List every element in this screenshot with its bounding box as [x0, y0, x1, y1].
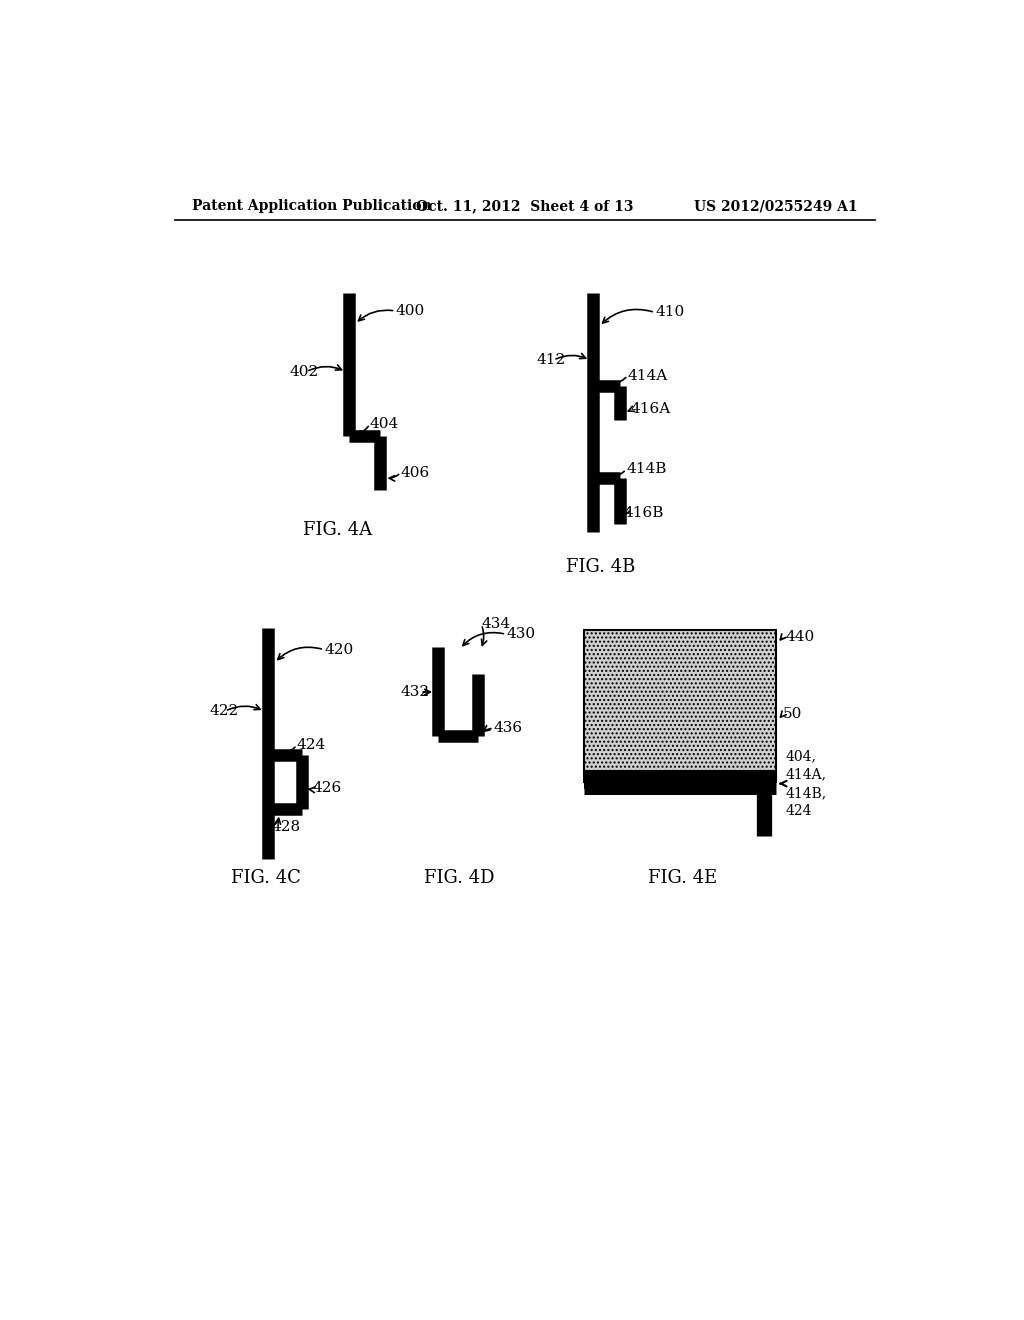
Bar: [584, 630, 776, 781]
Text: FIG. 4C: FIG. 4C: [231, 870, 301, 887]
Text: FIG. 4D: FIG. 4D: [424, 870, 495, 887]
Text: 50: 50: [783, 708, 802, 721]
Text: 434: 434: [481, 618, 511, 631]
Text: Patent Application Publication: Patent Application Publication: [191, 199, 431, 213]
Text: 430: 430: [506, 627, 536, 642]
Text: FIG. 4B: FIG. 4B: [566, 557, 636, 576]
Bar: [584, 775, 776, 789]
Text: 406: 406: [400, 466, 430, 479]
Text: 412: 412: [537, 354, 565, 367]
Text: 404: 404: [370, 417, 399, 432]
Text: 420: 420: [324, 643, 353, 656]
Text: 414B: 414B: [627, 462, 667, 477]
Text: 416B: 416B: [624, 506, 665, 520]
Text: FIG. 4E: FIG. 4E: [647, 870, 717, 887]
Text: 422: 422: [209, 705, 239, 718]
Text: 410: 410: [655, 305, 684, 319]
Text: 402: 402: [289, 364, 318, 379]
Text: 428: 428: [271, 820, 300, 834]
Text: 440: 440: [785, 631, 814, 644]
Text: Oct. 11, 2012  Sheet 4 of 13: Oct. 11, 2012 Sheet 4 of 13: [416, 199, 634, 213]
Text: 400: 400: [395, 304, 425, 318]
Text: 436: 436: [494, 721, 523, 735]
Text: US 2012/0255249 A1: US 2012/0255249 A1: [694, 199, 858, 213]
Text: 426: 426: [312, 781, 342, 795]
Text: 432: 432: [400, 685, 430, 700]
Text: 424: 424: [297, 738, 327, 752]
Text: 416A: 416A: [630, 401, 671, 416]
Text: FIG. 4A: FIG. 4A: [303, 520, 372, 539]
Text: 404,
414A,
414B,
424: 404, 414A, 414B, 424: [785, 748, 826, 818]
Text: 414A: 414A: [628, 368, 668, 383]
